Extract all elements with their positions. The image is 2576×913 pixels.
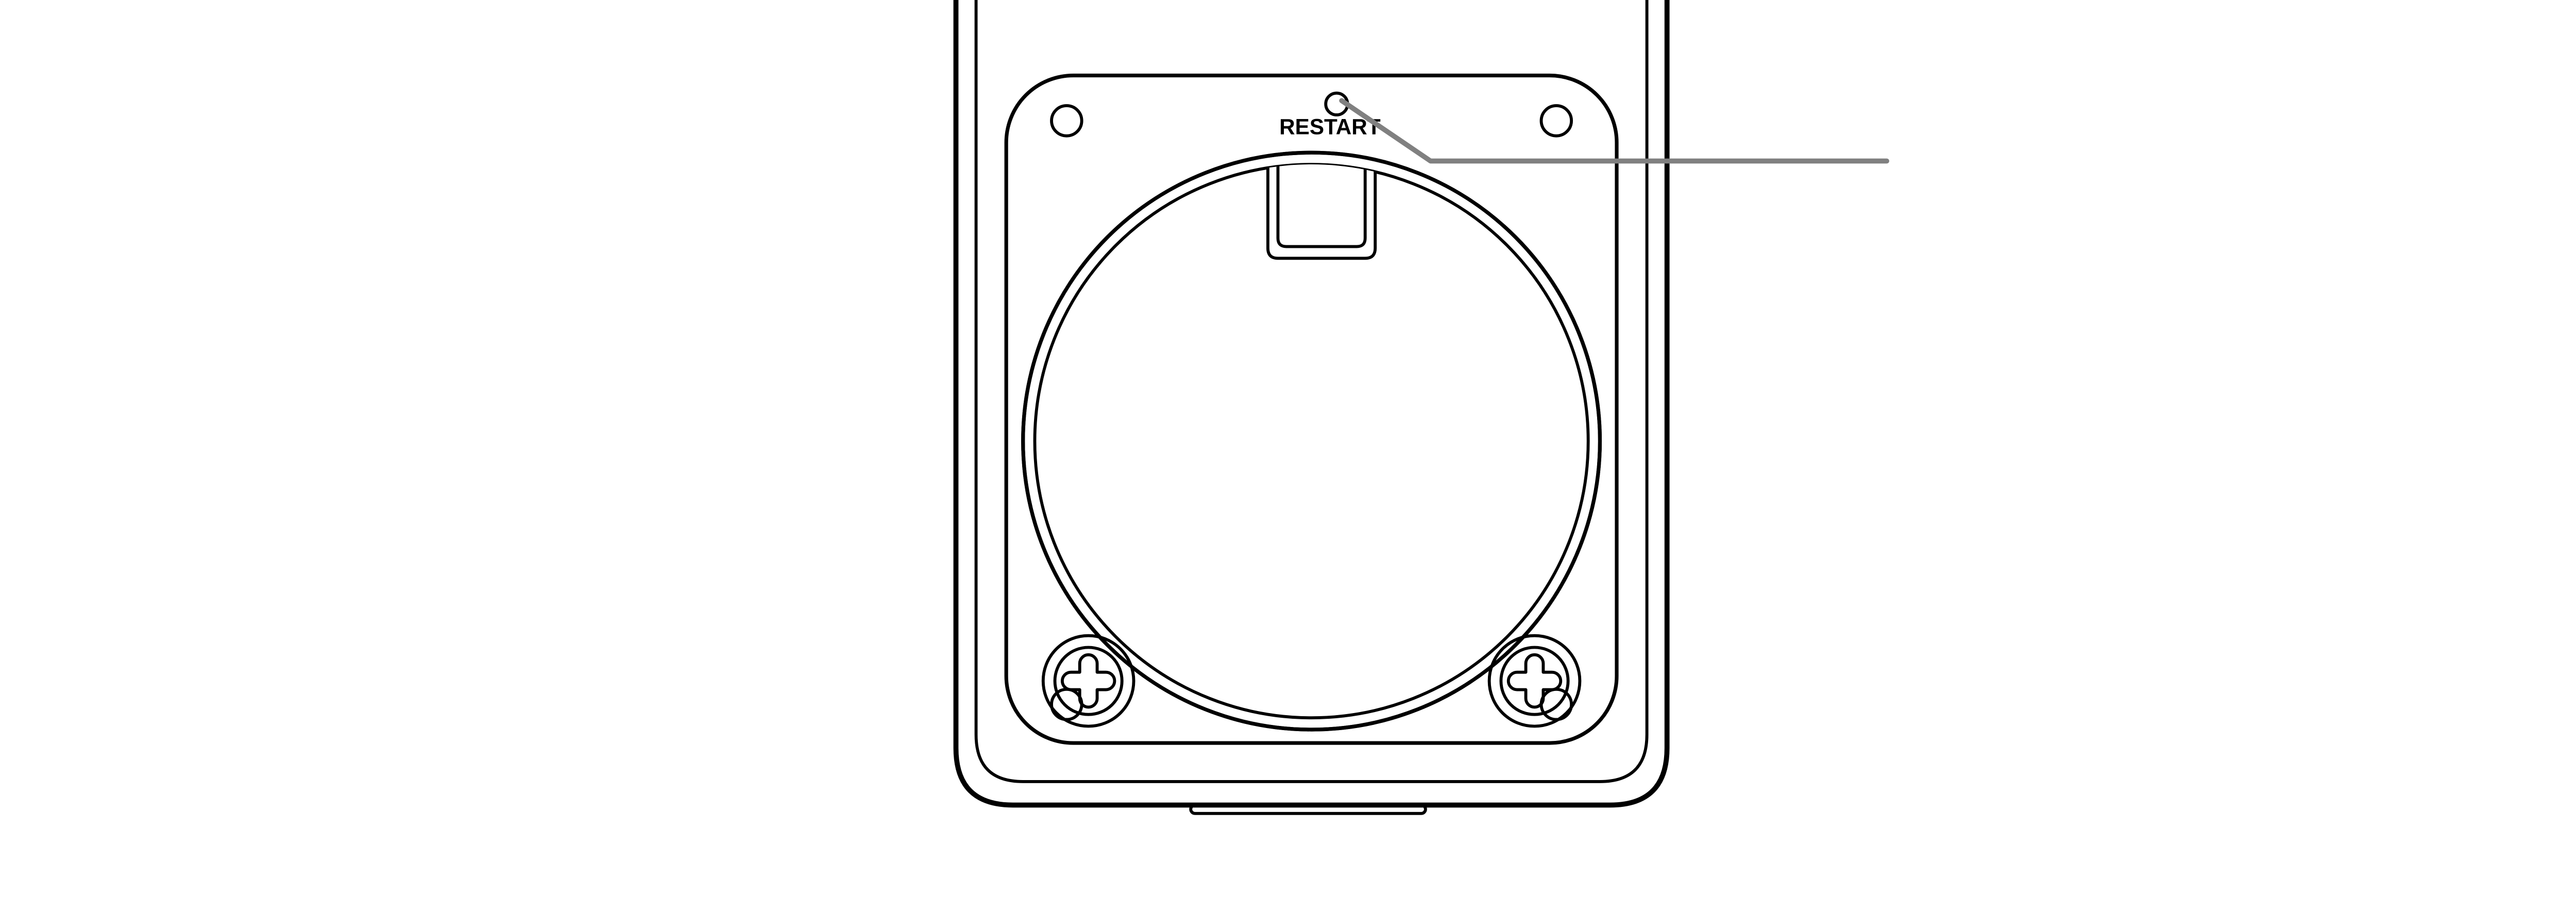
phillips-screw [1489,636,1580,726]
corner-hole [1541,106,1572,136]
corner-hole [1052,106,1082,136]
bottom-lip [1191,805,1426,813]
phillips-screw [1043,636,1134,726]
device-diagram: RESTART [0,0,2576,859]
